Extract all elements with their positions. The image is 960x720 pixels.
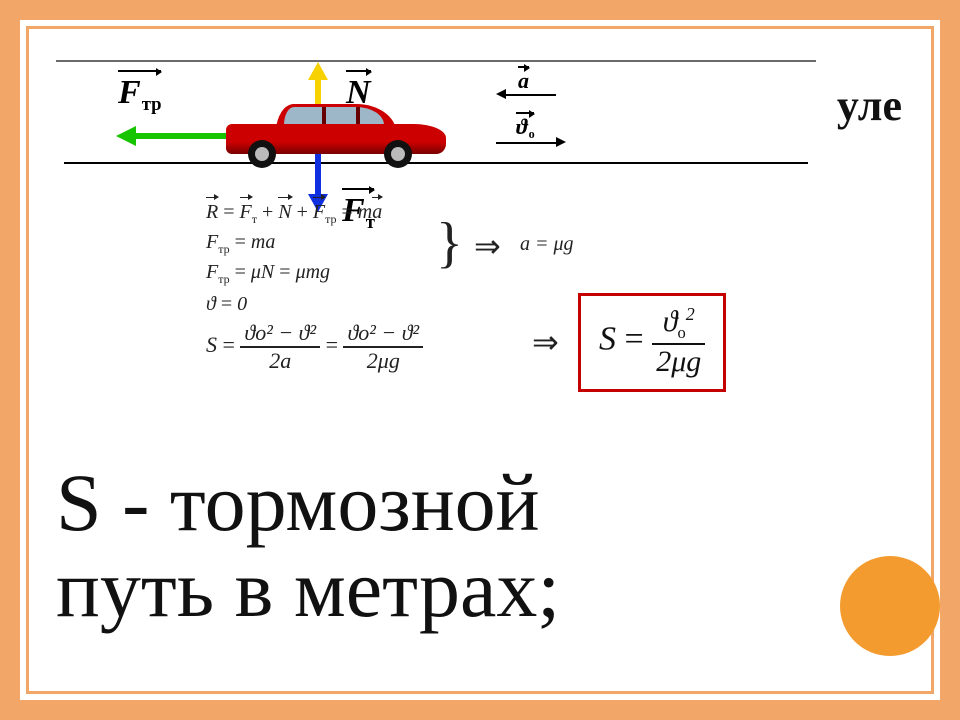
legend-line-1: S - тормозной [56, 460, 560, 546]
derivation-equations: R = Fт + N + Fтр = ma Fтр = ma Fтр = μN … [206, 197, 786, 378]
force-friction-arrow [116, 130, 236, 142]
legend-text: S - тормозной путь в метрах; [56, 460, 560, 632]
implies-arrow-1: ⇒ [474, 227, 501, 265]
velocity-label: ϑo [516, 114, 534, 140]
newton-second-law: R = Fт + N + Fтр = ma [206, 197, 786, 227]
car-icon [226, 104, 446, 154]
ground-line [64, 162, 808, 164]
force-diagram: Fтр N Fт [56, 62, 816, 192]
force-friction-label: Fтр [118, 74, 161, 112]
curly-brace-icon: } [436, 211, 463, 275]
accent-circle-icon [840, 556, 940, 656]
eq-a-result: a = μg [520, 233, 574, 256]
implies-arrow-2: ⇒ [532, 323, 559, 361]
boxed-result-formula: S = ϑo2 2μg [578, 293, 726, 392]
partial-title-text: уле [837, 80, 902, 131]
physics-figure: Fтр N Fт [56, 60, 816, 440]
accel-label: a [518, 68, 529, 94]
slide-root: уле Fтр N [0, 0, 960, 720]
legend-line-2: путь в метрах; [56, 546, 560, 632]
